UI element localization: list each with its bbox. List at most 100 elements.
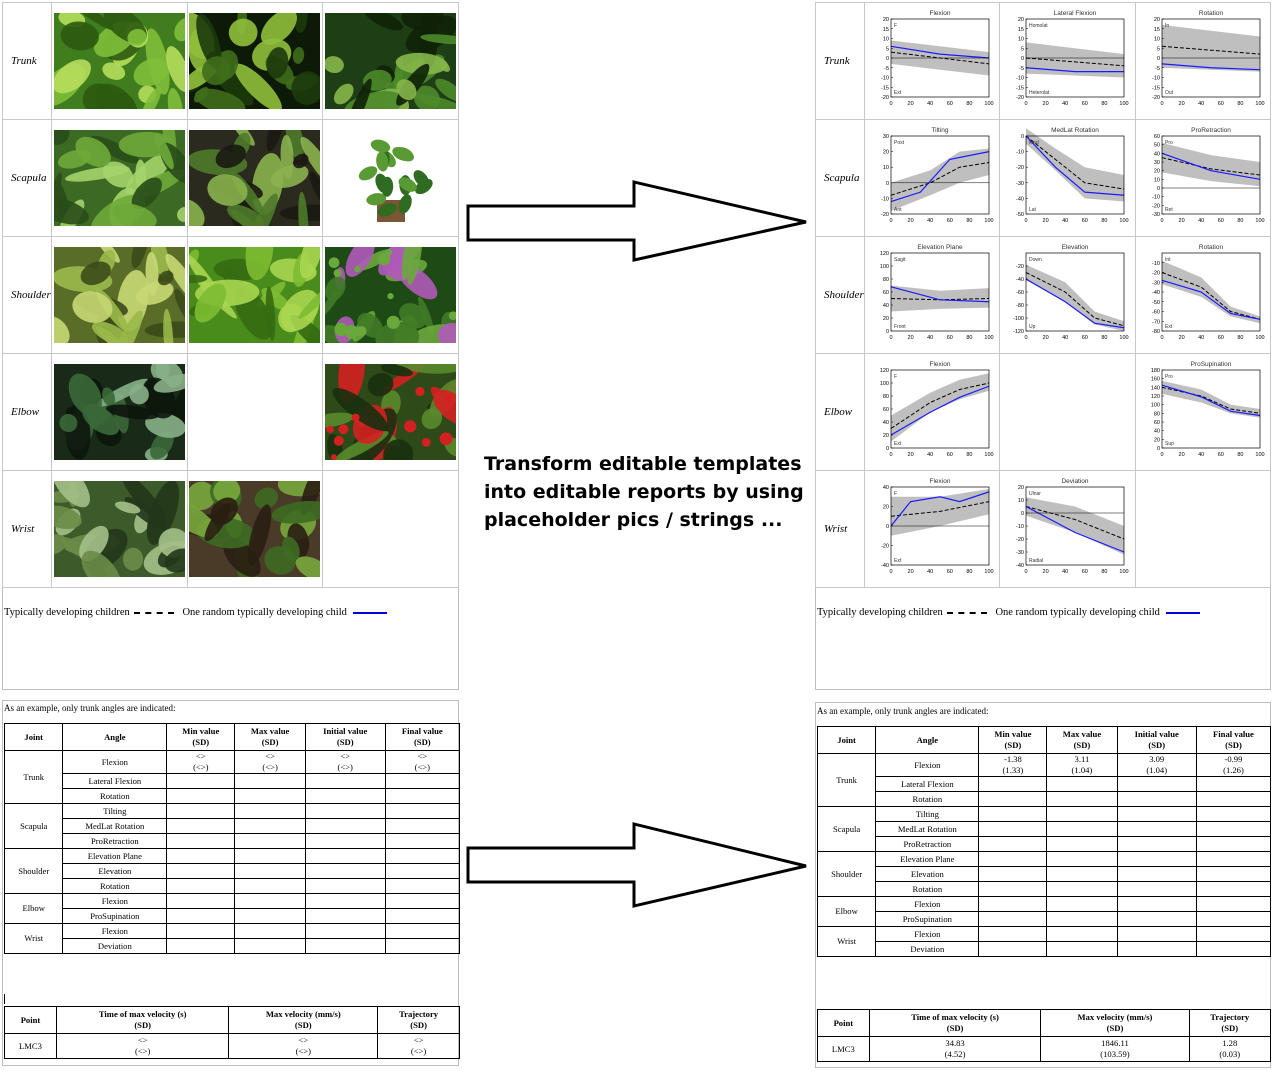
value-cell[interactable]: [234, 893, 306, 909]
value-cell[interactable]: [1195, 806, 1272, 822]
value-cell[interactable]: [1046, 926, 1118, 942]
value-cell[interactable]: <> (<>): [55, 1033, 230, 1059]
value-cell[interactable]: [1195, 776, 1272, 792]
value-cell[interactable]: [304, 848, 386, 864]
value-cell[interactable]: [384, 923, 461, 939]
value-cell[interactable]: -1.38 (1.33): [978, 753, 1048, 777]
value-cell[interactable]: 1.28 (0.03): [1188, 1036, 1271, 1062]
value-cell[interactable]: [978, 791, 1048, 807]
value-cell[interactable]: [1195, 821, 1272, 837]
value-cell[interactable]: [1116, 791, 1197, 807]
value-cell[interactable]: [1046, 821, 1118, 837]
value-cell[interactable]: [166, 938, 236, 954]
value-cell[interactable]: [978, 806, 1048, 822]
value-cell[interactable]: [978, 881, 1048, 897]
value-cell[interactable]: [384, 938, 461, 954]
value-cell[interactable]: [166, 923, 236, 939]
value-cell[interactable]: [978, 911, 1048, 927]
value-cell[interactable]: [978, 926, 1048, 942]
value-cell[interactable]: [384, 833, 461, 849]
value-cell[interactable]: [978, 941, 1048, 957]
value-cell[interactable]: <> (<>): [384, 750, 461, 774]
value-cell[interactable]: [304, 773, 386, 789]
value-cell[interactable]: <> (<>): [234, 750, 306, 774]
value-cell[interactable]: [304, 788, 386, 804]
value-cell[interactable]: [304, 803, 386, 819]
value-cell[interactable]: [234, 788, 306, 804]
value-cell[interactable]: [166, 908, 236, 924]
value-cell[interactable]: [384, 878, 461, 894]
value-cell[interactable]: [978, 836, 1048, 852]
value-cell[interactable]: [1195, 866, 1272, 882]
value-cell[interactable]: [1116, 806, 1197, 822]
value-cell[interactable]: [1046, 881, 1118, 897]
value-cell[interactable]: [166, 803, 236, 819]
value-cell[interactable]: [304, 908, 386, 924]
value-cell[interactable]: [1116, 866, 1197, 882]
value-cell[interactable]: [978, 851, 1048, 867]
value-cell[interactable]: [234, 773, 306, 789]
value-cell[interactable]: [1046, 851, 1118, 867]
value-cell[interactable]: [304, 833, 386, 849]
value-cell[interactable]: [384, 908, 461, 924]
value-cell[interactable]: [166, 833, 236, 849]
value-cell[interactable]: [1116, 821, 1197, 837]
value-cell[interactable]: <> (<>): [228, 1033, 379, 1059]
value-cell[interactable]: [978, 776, 1048, 792]
value-cell[interactable]: [304, 878, 386, 894]
value-cell[interactable]: <> (<>): [166, 750, 236, 774]
value-cell[interactable]: [234, 908, 306, 924]
value-cell[interactable]: [304, 938, 386, 954]
value-cell[interactable]: [234, 803, 306, 819]
value-cell[interactable]: [304, 923, 386, 939]
value-cell[interactable]: [1046, 866, 1118, 882]
value-cell[interactable]: [384, 773, 461, 789]
value-cell[interactable]: <> (<>): [304, 750, 386, 774]
value-cell[interactable]: [304, 818, 386, 834]
value-cell[interactable]: [1116, 896, 1197, 912]
value-cell[interactable]: [1046, 776, 1118, 792]
value-cell[interactable]: [1195, 911, 1272, 927]
value-cell[interactable]: [1116, 776, 1197, 792]
value-cell[interactable]: [1046, 836, 1118, 852]
value-cell[interactable]: [1116, 926, 1197, 942]
value-cell[interactable]: [1195, 791, 1272, 807]
value-cell[interactable]: [1195, 851, 1272, 867]
value-cell[interactable]: [234, 818, 306, 834]
value-cell[interactable]: [1116, 881, 1197, 897]
value-cell[interactable]: [234, 938, 306, 954]
value-cell[interactable]: <> (<>): [377, 1033, 460, 1059]
value-cell[interactable]: [1195, 881, 1272, 897]
value-cell[interactable]: [234, 833, 306, 849]
value-cell[interactable]: [1195, 926, 1272, 942]
value-cell[interactable]: [1116, 941, 1197, 957]
value-cell[interactable]: [384, 818, 461, 834]
value-cell[interactable]: -0.99 (1.26): [1195, 753, 1272, 777]
value-cell[interactable]: [384, 893, 461, 909]
value-cell[interactable]: [166, 773, 236, 789]
value-cell[interactable]: [978, 866, 1048, 882]
value-cell[interactable]: 3.11 (1.04): [1046, 753, 1118, 777]
value-cell[interactable]: [1046, 806, 1118, 822]
value-cell[interactable]: [166, 818, 236, 834]
value-cell[interactable]: [1046, 791, 1118, 807]
value-cell[interactable]: [166, 848, 236, 864]
value-cell[interactable]: [1195, 836, 1272, 852]
value-cell[interactable]: [384, 803, 461, 819]
value-cell[interactable]: [166, 863, 236, 879]
value-cell[interactable]: 3.09 (1.04): [1116, 753, 1197, 777]
value-cell[interactable]: [978, 821, 1048, 837]
value-cell[interactable]: 34.83 (4.52): [868, 1036, 1042, 1062]
value-cell[interactable]: 1846.11 (103.59): [1040, 1036, 1190, 1062]
value-cell[interactable]: [1046, 896, 1118, 912]
value-cell[interactable]: [384, 863, 461, 879]
value-cell[interactable]: [1046, 911, 1118, 927]
value-cell[interactable]: [304, 893, 386, 909]
value-cell[interactable]: [384, 788, 461, 804]
value-cell[interactable]: [234, 878, 306, 894]
value-cell[interactable]: [978, 896, 1048, 912]
value-cell[interactable]: [166, 788, 236, 804]
value-cell[interactable]: [234, 863, 306, 879]
value-cell[interactable]: [384, 848, 461, 864]
value-cell[interactable]: [166, 878, 236, 894]
